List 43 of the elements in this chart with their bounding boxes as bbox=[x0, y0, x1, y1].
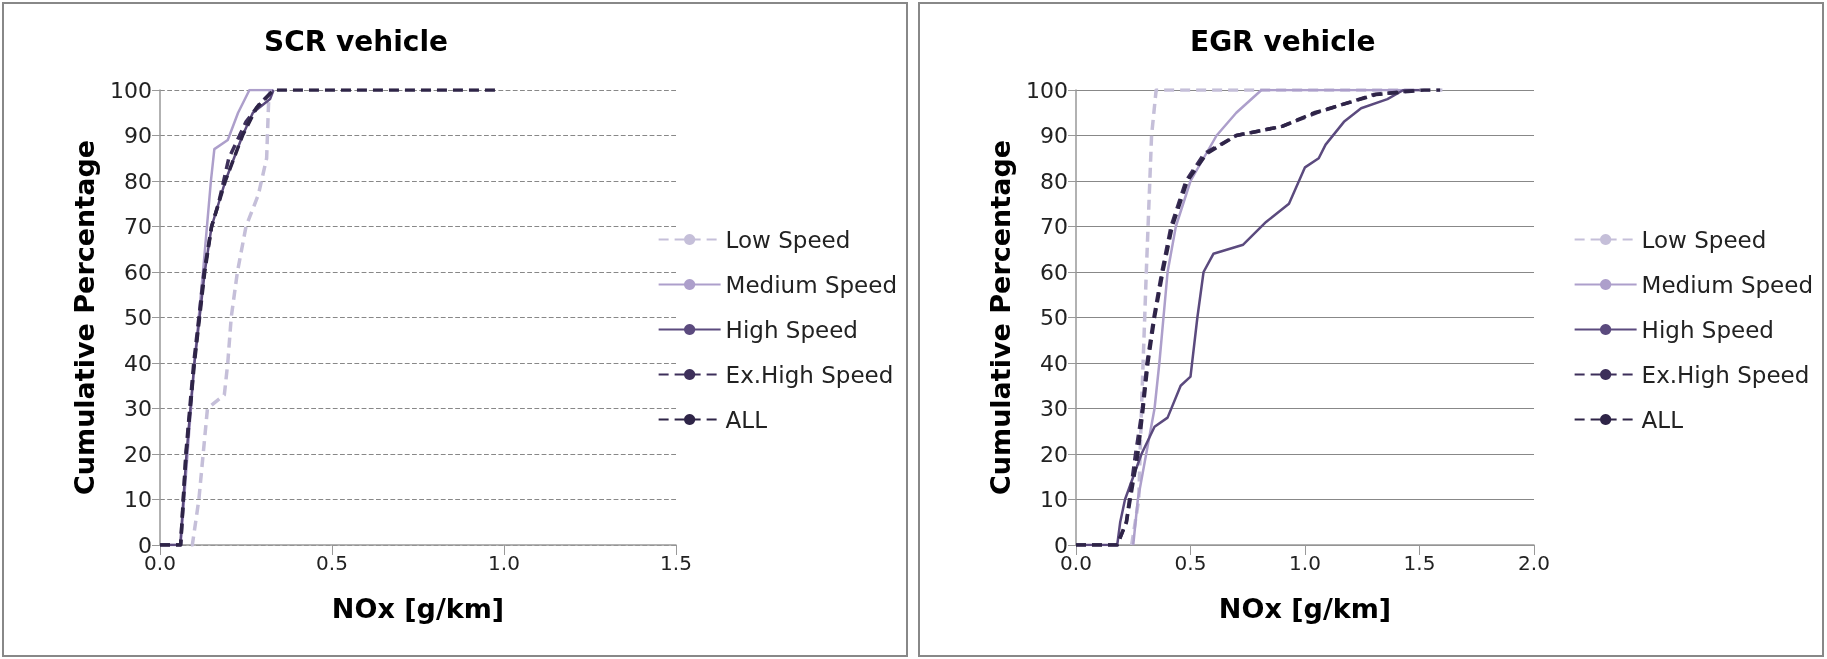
y-tick-label: 70 bbox=[124, 214, 152, 239]
x-tick-label: 1.0 bbox=[488, 551, 520, 575]
y-axis-title: Cumulative Percentage bbox=[985, 139, 1016, 496]
legend-label: Medium Speed bbox=[1641, 271, 1814, 298]
y-tick-label: 30 bbox=[124, 396, 152, 421]
y-tick-label: 80 bbox=[1040, 168, 1068, 194]
y-tick-label: 10 bbox=[124, 487, 152, 512]
y-axis-title: Cumulative Percentage bbox=[69, 139, 100, 496]
y-tick-label: 90 bbox=[1040, 123, 1068, 148]
y-tick-label: 60 bbox=[124, 259, 152, 285]
y-tick-label: 90 bbox=[124, 123, 152, 148]
legend-label: Ex.High Speed bbox=[725, 361, 894, 388]
x-axis-title: NOx [g/km] bbox=[1218, 593, 1392, 624]
legend-label: High Speed bbox=[725, 316, 858, 343]
x-tick-label: 1.0 bbox=[1289, 551, 1321, 575]
x-tick-label: 2.0 bbox=[1518, 551, 1550, 575]
y-tick-label: 40 bbox=[124, 350, 152, 376]
y-tick-label: 80 bbox=[124, 168, 152, 194]
legend-label: ALL bbox=[1641, 406, 1684, 433]
x-tick-label: 1.5 bbox=[1403, 551, 1436, 575]
y-tick-label: 50 bbox=[124, 305, 152, 330]
y-tick-label: 100 bbox=[110, 77, 152, 103]
legend-label: High Speed bbox=[1641, 316, 1774, 343]
y-tick-label: 20 bbox=[124, 441, 152, 467]
chart-title: SCR vehicle bbox=[264, 24, 448, 58]
x-tick-label: 0.5 bbox=[316, 551, 348, 575]
x-axis-title: NOx [g/km] bbox=[331, 593, 505, 624]
y-tick-label: 20 bbox=[1040, 441, 1068, 467]
y-tick-label: 50 bbox=[1040, 305, 1068, 330]
x-tick-label: 0.5 bbox=[1174, 551, 1207, 575]
y-tick-label: 30 bbox=[1040, 396, 1068, 421]
y-tick-label: 70 bbox=[1040, 214, 1068, 239]
y-tick-label: 60 bbox=[1040, 259, 1068, 285]
y-tick-label: 10 bbox=[1040, 487, 1068, 512]
y-tick-label: 40 bbox=[1040, 350, 1068, 376]
legend-label: Low Speed bbox=[725, 226, 851, 253]
y-tick-label: 100 bbox=[1026, 77, 1068, 103]
legend-label: Medium Speed bbox=[725, 271, 898, 298]
chart-title: EGR vehicle bbox=[1190, 24, 1376, 58]
legend-label: Ex.High Speed bbox=[1641, 361, 1810, 388]
legend-label: Low Speed bbox=[1641, 226, 1767, 253]
legend-label: ALL bbox=[725, 406, 768, 433]
x-tick-label: 1.5 bbox=[660, 551, 692, 575]
